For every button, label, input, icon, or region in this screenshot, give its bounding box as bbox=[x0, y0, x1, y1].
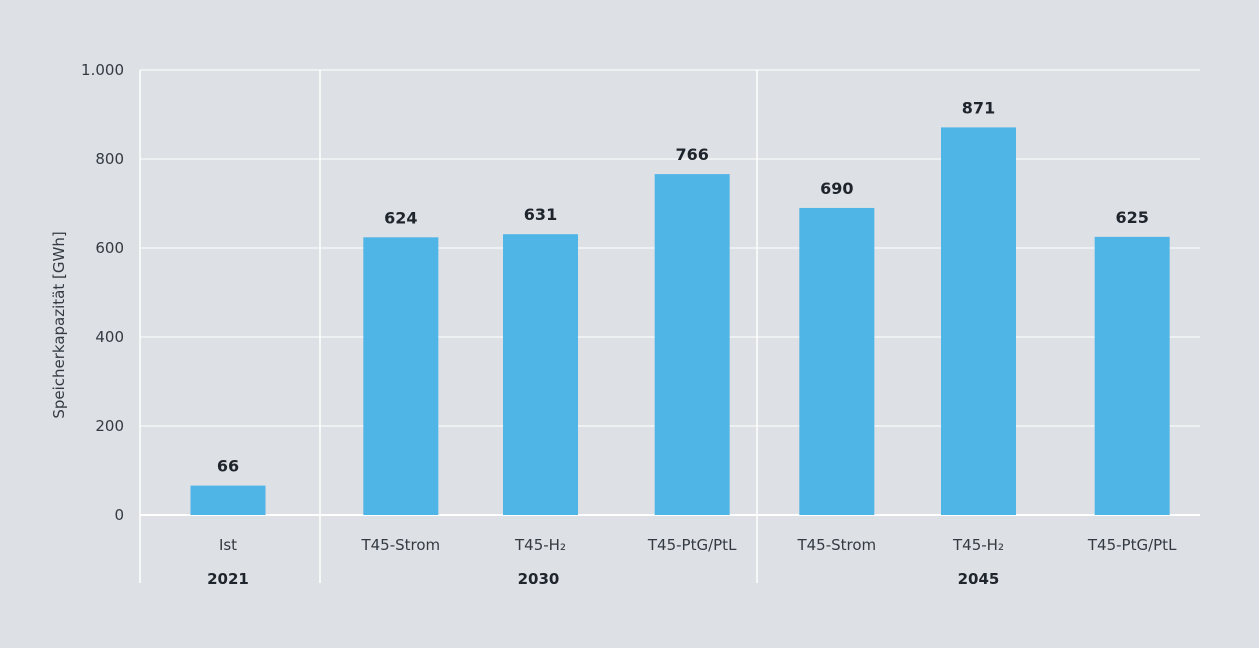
bar-value-label: 871 bbox=[962, 98, 995, 117]
bar-value-label: 625 bbox=[1115, 208, 1148, 227]
bar bbox=[799, 207, 875, 515]
y-tick-label: 0 bbox=[114, 506, 124, 524]
bar-value-label: 690 bbox=[820, 179, 853, 198]
bar bbox=[363, 237, 439, 515]
y-axis-title: Speicherkapazität [GWh] bbox=[50, 231, 68, 418]
bar-value-label: 624 bbox=[384, 208, 417, 227]
group-label: 2030 bbox=[518, 570, 560, 588]
bar bbox=[654, 174, 730, 515]
bar-value-label: 66 bbox=[217, 457, 239, 476]
labels: 66 Ist 2021 624 T45-Strom 631 T45-H₂ 766 T45-PtG… bbox=[207, 98, 1177, 588]
bar bbox=[1094, 236, 1170, 515]
bar-value-label: 766 bbox=[675, 145, 708, 164]
y-tick-label: 1.000 bbox=[81, 61, 124, 79]
y-tick-label: 400 bbox=[95, 328, 124, 346]
category-label: T45-Strom bbox=[360, 536, 440, 554]
group-label: 2045 bbox=[958, 570, 1000, 588]
bar bbox=[190, 485, 266, 515]
category-label: Ist bbox=[219, 536, 237, 554]
category-label: T45-Strom bbox=[796, 536, 876, 554]
category-label: T45-PtG/PtL bbox=[1087, 536, 1177, 554]
category-label: T45-H₂ bbox=[514, 536, 566, 554]
y-tick-label: 800 bbox=[95, 150, 124, 168]
bar-value-label: 631 bbox=[524, 205, 557, 224]
category-label: T45-PtG/PtL bbox=[647, 536, 737, 554]
y-axis-ticks: 0 200 400 600 800 1.000 bbox=[81, 61, 124, 524]
bar bbox=[503, 234, 578, 515]
y-tick-label: 600 bbox=[95, 239, 124, 257]
bar bbox=[941, 127, 1016, 515]
category-label: T45-H₂ bbox=[952, 536, 1004, 554]
bars bbox=[190, 127, 1170, 515]
y-tick-label: 200 bbox=[95, 417, 124, 435]
group-label: 2021 bbox=[207, 570, 249, 588]
